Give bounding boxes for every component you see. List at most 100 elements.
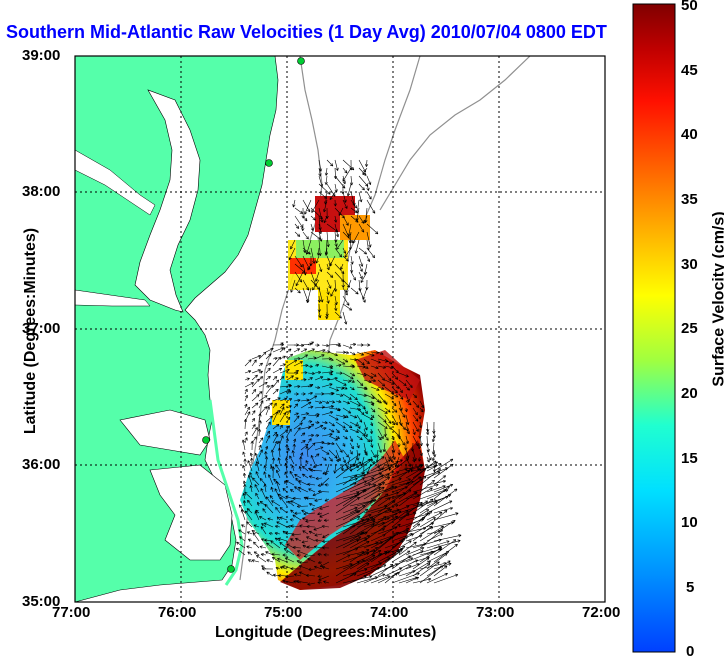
velocity-arrow bbox=[377, 365, 386, 369]
velocity-arrow bbox=[314, 533, 323, 537]
velocity-arrow bbox=[342, 449, 349, 458]
velocity-arrow bbox=[366, 255, 371, 262]
velocity-arrow bbox=[366, 223, 379, 235]
velocity-arrow bbox=[286, 405, 292, 409]
velocity-arrow bbox=[270, 540, 281, 549]
velocity-arrow bbox=[335, 435, 340, 440]
velocity-arrow bbox=[279, 406, 285, 416]
velocity-arrow bbox=[317, 581, 323, 585]
james-river bbox=[75, 289, 151, 307]
velocity-arrow bbox=[419, 479, 435, 493]
velocity-arrow bbox=[308, 567, 316, 571]
y-axis-label: Latitude (Degrees:Minutes) bbox=[22, 227, 40, 435]
velocity-arrow bbox=[272, 356, 282, 367]
velocity-arrow bbox=[324, 175, 328, 185]
velocity-arrow bbox=[342, 191, 347, 203]
velocity-arrow bbox=[358, 247, 368, 255]
velocity-arrow bbox=[307, 442, 316, 451]
velocity-arrow bbox=[295, 537, 302, 542]
velocity-arrow bbox=[238, 529, 246, 535]
velocity-arrow bbox=[358, 215, 365, 224]
velocity-arrow bbox=[321, 432, 333, 437]
velocity-arrow bbox=[293, 377, 299, 381]
velocity-arrow bbox=[342, 400, 351, 405]
velocity-arrow bbox=[276, 521, 288, 528]
velocity-arrow bbox=[244, 377, 250, 381]
velocity-arrow bbox=[340, 463, 345, 471]
velocity-arrow bbox=[286, 543, 295, 549]
velocity-arrow bbox=[349, 372, 356, 377]
velocity-arrow bbox=[244, 394, 248, 402]
velocity-arrow bbox=[363, 493, 381, 507]
velocity-arrow bbox=[313, 565, 323, 570]
velocity-arrow bbox=[317, 552, 323, 557]
velocity-arrow bbox=[324, 167, 329, 176]
velocity-arrow bbox=[318, 207, 324, 223]
velocity-field-south bbox=[240, 350, 425, 590]
velocity-arrow bbox=[251, 374, 258, 381]
velocity-arrow bbox=[265, 421, 271, 430]
velocity-arrow bbox=[335, 456, 339, 463]
velocity-arrow bbox=[251, 410, 256, 416]
velocity-arrow bbox=[305, 496, 316, 500]
velocity-arrow bbox=[366, 183, 370, 191]
velocity-arrow bbox=[433, 512, 459, 521]
velocity-arrow bbox=[314, 343, 320, 347]
velocity-arrow bbox=[300, 354, 309, 360]
velocity-arrow bbox=[317, 303, 321, 313]
velocity-arrow bbox=[342, 510, 361, 521]
velocity-arrow bbox=[321, 343, 330, 348]
y-tick-label: 37:00 bbox=[22, 320, 61, 337]
velocity-arrow bbox=[369, 435, 373, 443]
velocity-arrow bbox=[384, 492, 406, 507]
velocity-arrow bbox=[317, 295, 321, 303]
velocity-arrow bbox=[419, 546, 443, 563]
velocity-arrow bbox=[398, 540, 412, 549]
velocity-arrow bbox=[342, 480, 367, 493]
velocity-arrow bbox=[405, 386, 411, 391]
velocity-arrow bbox=[335, 379, 347, 386]
velocity-arrow bbox=[307, 364, 313, 368]
velocity-arrow bbox=[412, 435, 419, 447]
velocity-arrow bbox=[251, 402, 259, 409]
velocity-arrow bbox=[342, 414, 349, 418]
velocity-arrow bbox=[370, 557, 391, 570]
velocity-arrow bbox=[350, 287, 359, 295]
velocity-arrow bbox=[419, 529, 444, 549]
velocity-arrow bbox=[246, 545, 253, 549]
velocity-arrow bbox=[405, 468, 422, 479]
velocity-arrow bbox=[363, 386, 368, 390]
velocity-arrow bbox=[291, 465, 295, 472]
velocity-arrow bbox=[384, 449, 391, 460]
velocity-arrow bbox=[265, 406, 270, 416]
velocity-arrow bbox=[263, 483, 267, 493]
velocity-arrow bbox=[241, 439, 246, 451]
velocity-arrow bbox=[308, 530, 316, 535]
map-grid bbox=[75, 56, 605, 602]
velocity-arrow bbox=[334, 239, 338, 247]
velocity-arrow bbox=[405, 547, 425, 556]
velocity-arrow bbox=[278, 574, 288, 578]
velocity-arrow bbox=[349, 538, 368, 549]
velocity-arrow bbox=[265, 415, 273, 423]
velocity-arrow bbox=[326, 159, 334, 167]
velocity-arrow bbox=[328, 435, 339, 441]
albemarle-sound bbox=[119, 409, 211, 456]
velocity-arrow bbox=[250, 440, 254, 451]
velocity-arrow bbox=[426, 511, 443, 521]
velocity-arrow bbox=[246, 508, 253, 514]
velocity-arrow bbox=[335, 371, 343, 375]
velocity-arrow bbox=[302, 517, 309, 521]
velocity-arrow bbox=[426, 553, 448, 570]
velocity-arrow bbox=[419, 435, 423, 447]
velocity-arrow bbox=[362, 167, 368, 175]
velocity-arrow bbox=[384, 435, 389, 441]
velocity-arrow bbox=[377, 386, 385, 390]
velocity-arrow bbox=[398, 476, 422, 493]
velocity-arrow bbox=[377, 515, 399, 528]
velocity-arrow bbox=[256, 501, 260, 507]
velocity-arrow bbox=[242, 464, 246, 472]
velocity-arrow bbox=[252, 532, 260, 542]
velocity-arrow bbox=[264, 503, 274, 514]
velocity-arrow bbox=[333, 463, 337, 474]
